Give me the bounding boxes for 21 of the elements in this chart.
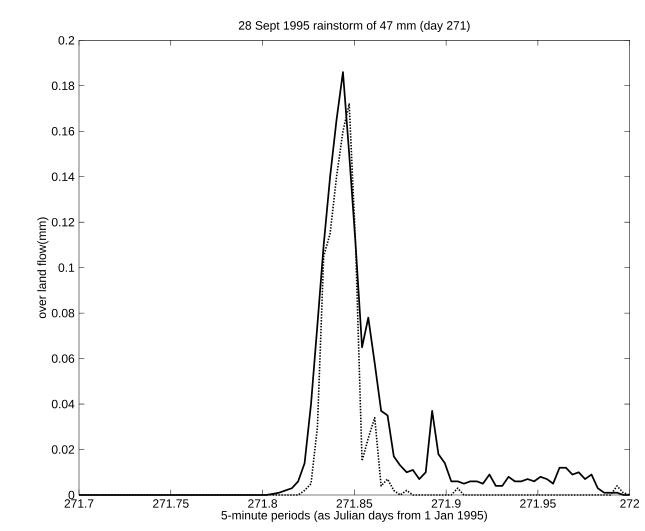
y-tick-label: 0.16 — [52, 127, 74, 136]
x-tick-label: 272 — [620, 499, 640, 508]
y-tick-label: 0.02 — [52, 445, 74, 454]
y-axis-title: over land flow(mm) — [37, 217, 48, 318]
y-tick-label: 0.08 — [52, 308, 74, 318]
x-tick-label: 271.95 — [520, 499, 556, 508]
y-tick-label: 0.04 — [52, 400, 74, 408]
x-tick-label: 271.9 — [432, 499, 461, 508]
x-tick-label: 271.8 — [248, 499, 278, 508]
x-axis-title: 5-minute periods (as Julian days from 1 Jan 1995) — [221, 510, 487, 522]
y-tick-label: 0.06 — [52, 354, 74, 363]
x-tick-label: 271.75 — [153, 499, 189, 508]
y-tick-label: 0 — [68, 490, 74, 500]
x-tick-label: 271.85 — [336, 499, 372, 508]
y-tick-label: 0.1 — [58, 263, 74, 272]
y-tick-label: 0.14 — [52, 172, 74, 181]
x-tick-label: 271.7 — [64, 499, 94, 508]
y-tick-label: 0.2 — [58, 36, 74, 45]
y-tick-label: 0.18 — [52, 82, 74, 90]
y-tick-label: 0.12 — [52, 218, 74, 226]
chart-title: 28 Sept 1995 rainstorm of 47 mm (day 271) — [238, 20, 470, 32]
